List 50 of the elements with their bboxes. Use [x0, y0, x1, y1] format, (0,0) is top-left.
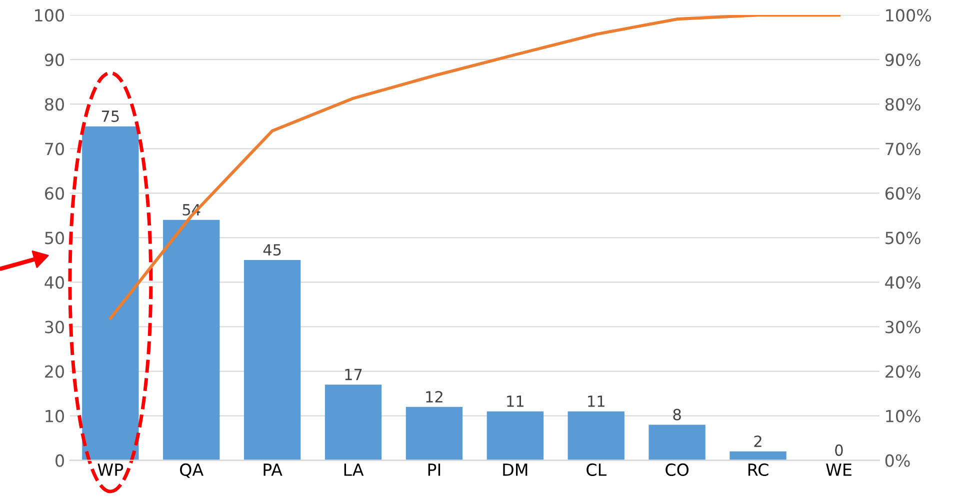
- bar: [648, 424, 706, 460]
- x-tick-label: PI: [428, 464, 440, 476]
- bar: [486, 411, 544, 460]
- data-label: 17: [345, 368, 362, 380]
- y2-tick-label: 80%: [885, 98, 920, 111]
- data-label: 75: [102, 110, 119, 122]
- x-tick-label: WP: [98, 464, 124, 476]
- data-label: 11: [507, 396, 524, 407]
- y2-tick-label: 90%: [885, 54, 920, 66]
- y2-tick-label: 30%: [886, 320, 920, 334]
- bar: [324, 384, 382, 460]
- y-tick-label: 30: [45, 320, 64, 334]
- x-tick-label: PA: [264, 464, 282, 476]
- y2-tick-label: 20%: [886, 365, 920, 378]
- y2-tick-label: 10%: [886, 410, 920, 422]
- bar: [406, 406, 463, 460]
- y-tick-label: 90: [44, 54, 64, 66]
- y2-tick-label: 100%: [886, 9, 932, 22]
- data-label: 2: [754, 436, 762, 447]
- x-tick-label: CO: [666, 463, 689, 476]
- bar: [163, 220, 220, 460]
- y2-tick-label: 50%: [886, 232, 920, 244]
- x-tick-label: WE: [826, 464, 852, 476]
- y2-tick-label: 40%: [885, 276, 920, 289]
- y-tick-label: 80: [44, 98, 64, 111]
- y-tick-label: 100: [35, 9, 64, 22]
- data-label: 45: [263, 244, 281, 256]
- x-tick-label: DM: [503, 464, 528, 476]
- x-tick-label: RC: [748, 463, 768, 476]
- x-tick-label: LA: [344, 464, 364, 476]
- x-tick-label: QA: [180, 463, 204, 478]
- y2-tick-label: 70%: [886, 142, 920, 156]
- data-label: 0: [835, 444, 843, 456]
- y-tick-label: 0: [56, 454, 64, 467]
- data-label: 12: [426, 390, 442, 402]
- y-tick-label: 20: [45, 365, 64, 378]
- y-tick-label: 70: [45, 142, 64, 156]
- y-tick-label: 10: [46, 410, 64, 422]
- bar: [82, 126, 139, 460]
- y2-tick-label: 60%: [885, 187, 920, 200]
- y-tick-label: 50: [45, 232, 64, 244]
- y-tick-label: 60: [45, 187, 64, 200]
- data-label: 8: [673, 408, 681, 420]
- x-tick-label: CL: [586, 463, 606, 476]
- y-tick-label: 40: [44, 276, 64, 289]
- bar: [244, 260, 301, 460]
- bar: [730, 451, 786, 460]
- bar: [568, 411, 624, 460]
- data-label: 11: [588, 396, 604, 407]
- y2-tick-label: 0%: [885, 454, 910, 467]
